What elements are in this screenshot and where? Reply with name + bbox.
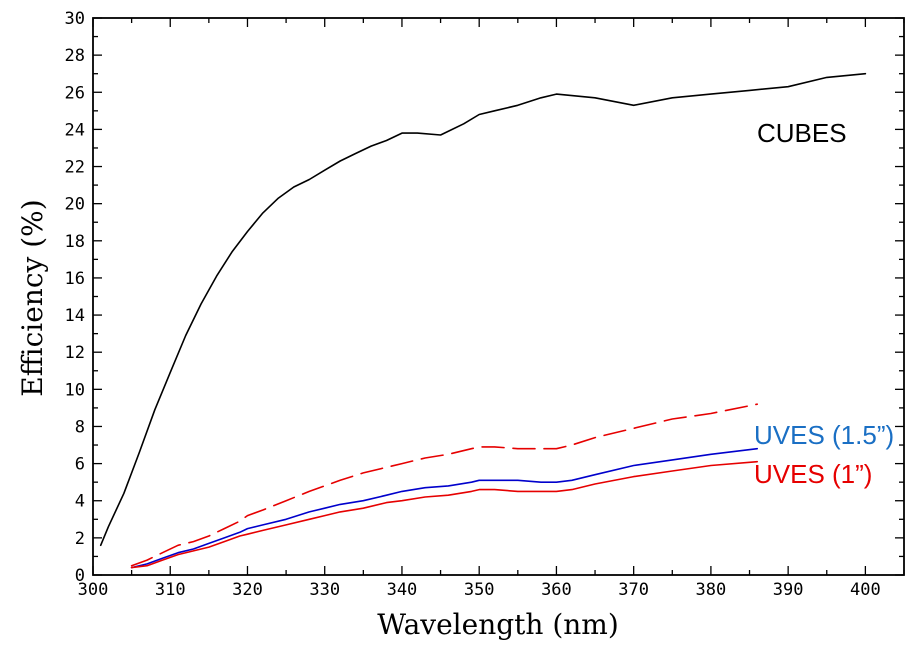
labels-layer: 300 310 320 330 340 350 360 370 380 390 4000246810… xyxy=(65,9,881,600)
y-tick-label: 22 xyxy=(65,158,85,178)
x-tick-label: 380 xyxy=(696,580,727,600)
ticks-layer xyxy=(92,17,905,576)
x-tick-label: 350 xyxy=(464,580,495,600)
y-tick-label: 12 xyxy=(65,343,85,363)
y-tick-label: 2 xyxy=(75,529,85,549)
y-tick-label: 8 xyxy=(75,417,85,437)
x-tick-label: 390 xyxy=(773,580,804,600)
y-tick-label: 14 xyxy=(65,306,85,326)
y-tick-label: 24 xyxy=(65,120,85,140)
plot-frame xyxy=(92,17,905,576)
x-tick-label: 340 xyxy=(387,580,418,600)
x-tick-label: 370 xyxy=(618,580,649,600)
y-axis-title: Efficiency (%) xyxy=(16,199,49,396)
series-line-3 xyxy=(130,403,759,567)
y-tick-label: 20 xyxy=(65,195,85,215)
y-tick-label: 18 xyxy=(65,232,85,252)
lines-layer xyxy=(99,72,867,569)
x-tick-label: 310 xyxy=(155,580,186,600)
x-tick-label: 320 xyxy=(232,580,263,600)
x-tick-label: 400 xyxy=(850,580,881,600)
x-axis-title: Wavelength (nm) xyxy=(377,608,619,641)
series-line-1 xyxy=(130,447,759,569)
series-label-uves-1-5: UVES (1.5”) xyxy=(754,420,894,450)
y-tick-label: 28 xyxy=(65,46,85,66)
y-tick-label: 26 xyxy=(65,83,85,103)
series-label-cubes: CUBES xyxy=(757,118,847,148)
y-tick-label: 0 xyxy=(75,566,85,586)
y-tick-label: 4 xyxy=(75,492,85,512)
x-tick-label: 300 xyxy=(78,580,109,600)
series-line-0 xyxy=(99,72,867,547)
y-tick-label: 30 xyxy=(65,9,85,29)
y-tick-label: 6 xyxy=(75,455,85,475)
series-label-uves-1: UVES (1”) xyxy=(754,459,872,489)
y-tick-label: 10 xyxy=(65,380,85,400)
series-line-2 xyxy=(130,460,759,569)
x-tick-label: 330 xyxy=(309,580,340,600)
x-tick-label: 360 xyxy=(541,580,572,600)
y-tick-label: 16 xyxy=(65,269,85,289)
